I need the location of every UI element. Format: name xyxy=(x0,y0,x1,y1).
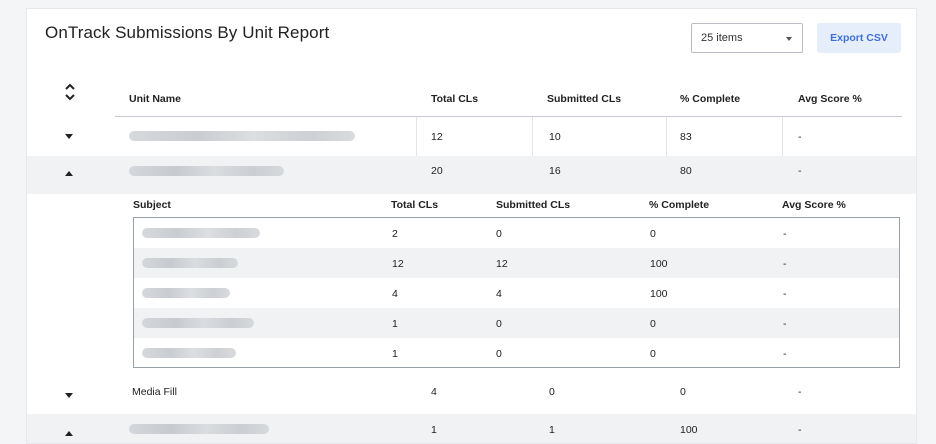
unit-avg-score: - xyxy=(798,131,802,143)
unit-avg-score: - xyxy=(798,424,802,436)
cell-divider xyxy=(532,117,533,156)
sub-col-header-subject: Subject xyxy=(133,199,171,211)
subject-row: 1 0 0 - xyxy=(134,338,899,368)
collapse-chevron-up-icon[interactable] xyxy=(65,171,73,176)
expand-chevron-down-icon[interactable] xyxy=(65,393,73,398)
subject-submitted-cls: 0 xyxy=(496,318,502,330)
col-header-unit-name[interactable]: Unit Name xyxy=(129,93,181,105)
subject-percent-complete: 0 xyxy=(650,228,656,240)
cell-divider xyxy=(666,117,667,156)
subject-avg-score: - xyxy=(783,288,787,300)
subject-avg-score: - xyxy=(783,258,787,270)
redacted-subject xyxy=(142,318,254,328)
subject-total-cls: 12 xyxy=(392,258,404,270)
col-header-avg-score[interactable]: Avg Score % xyxy=(798,93,862,105)
subject-percent-complete: 100 xyxy=(650,258,668,270)
subject-submitted-cls: 4 xyxy=(496,288,502,300)
unit-percent-complete: 80 xyxy=(680,165,692,177)
export-csv-button[interactable]: Export CSV xyxy=(817,23,901,53)
subject-submitted-cls: 0 xyxy=(496,228,502,240)
collapse-chevron-up-icon[interactable] xyxy=(65,431,73,436)
sub-col-header-percent-complete: % Complete xyxy=(649,199,709,211)
redacted-unit-name xyxy=(129,166,284,176)
expand-chevron-down-icon[interactable] xyxy=(65,134,73,139)
unit-avg-score: - xyxy=(798,165,802,177)
col-header-submitted-cls[interactable]: Submitted CLs xyxy=(547,93,621,105)
unit-submitted-cls: 1 xyxy=(549,424,555,436)
subject-total-cls: 2 xyxy=(392,228,398,240)
sub-col-header-avg-score: Avg Score % xyxy=(782,199,846,211)
sub-col-header-total-cls: Total CLs xyxy=(391,199,438,211)
sort-toggle-icon[interactable] xyxy=(63,82,77,102)
col-header-total-cls[interactable]: Total CLs xyxy=(431,93,478,105)
unit-submitted-cls: 10 xyxy=(549,131,561,143)
unit-name: Media Fill xyxy=(132,386,177,398)
items-per-page-select[interactable]: 25 items xyxy=(691,23,803,53)
col-header-percent-complete[interactable]: % Complete xyxy=(680,93,740,105)
subject-avg-score: - xyxy=(783,228,787,240)
subject-row: 2 0 0 - xyxy=(134,218,899,248)
sub-col-header-submitted-cls: Submitted CLs xyxy=(496,199,570,211)
report-card: OnTrack Submissions By Unit Report 25 it… xyxy=(26,8,917,444)
subject-submitted-cls: 12 xyxy=(496,258,508,270)
subject-avg-score: - xyxy=(783,318,787,330)
subject-row: 1 0 0 - xyxy=(134,308,899,338)
unit-row[interactable]: 20 16 80 - xyxy=(27,156,917,194)
unit-submitted-cls: 16 xyxy=(549,165,561,177)
unit-percent-complete: 0 xyxy=(680,386,686,398)
unit-percent-complete: 83 xyxy=(680,131,692,143)
redacted-unit-name xyxy=(129,131,355,141)
redacted-subject xyxy=(142,228,260,238)
subject-percent-complete: 0 xyxy=(650,318,656,330)
unit-total-cls: 4 xyxy=(431,386,437,398)
redacted-subject xyxy=(142,258,238,268)
unit-percent-complete: 100 xyxy=(680,424,698,436)
unit-row[interactable]: 12 10 83 - xyxy=(27,117,917,156)
subject-table: 2 0 0 - 12 12 100 - 4 4 100 - 1 0 0 - xyxy=(133,217,900,368)
cell-divider xyxy=(782,117,783,156)
chevron-down-icon xyxy=(786,37,792,41)
redacted-subject xyxy=(142,288,230,298)
unit-row[interactable]: Media Fill 4 0 0 - xyxy=(27,372,917,414)
subject-avg-score: - xyxy=(783,348,787,360)
subject-percent-complete: 0 xyxy=(650,348,656,360)
redacted-subject xyxy=(142,348,236,358)
subject-submitted-cls: 0 xyxy=(496,348,502,360)
page-title: OnTrack Submissions By Unit Report xyxy=(45,23,329,43)
cell-divider xyxy=(416,117,417,156)
unit-submitted-cls: 0 xyxy=(549,386,555,398)
unit-total-cls: 12 xyxy=(431,131,443,143)
subject-row: 12 12 100 - xyxy=(134,248,899,278)
unit-total-cls: 20 xyxy=(431,165,443,177)
unit-total-cls: 1 xyxy=(431,424,437,436)
subject-total-cls: 1 xyxy=(392,318,398,330)
subject-percent-complete: 100 xyxy=(650,288,668,300)
redacted-unit-name xyxy=(129,424,269,434)
subject-row: 4 4 100 - xyxy=(134,278,899,308)
unit-avg-score: - xyxy=(798,386,802,398)
unit-row[interactable]: 1 1 100 - xyxy=(27,414,917,444)
items-per-page-value: 25 items xyxy=(701,32,743,44)
subject-total-cls: 1 xyxy=(392,348,398,360)
subject-total-cls: 4 xyxy=(392,288,398,300)
